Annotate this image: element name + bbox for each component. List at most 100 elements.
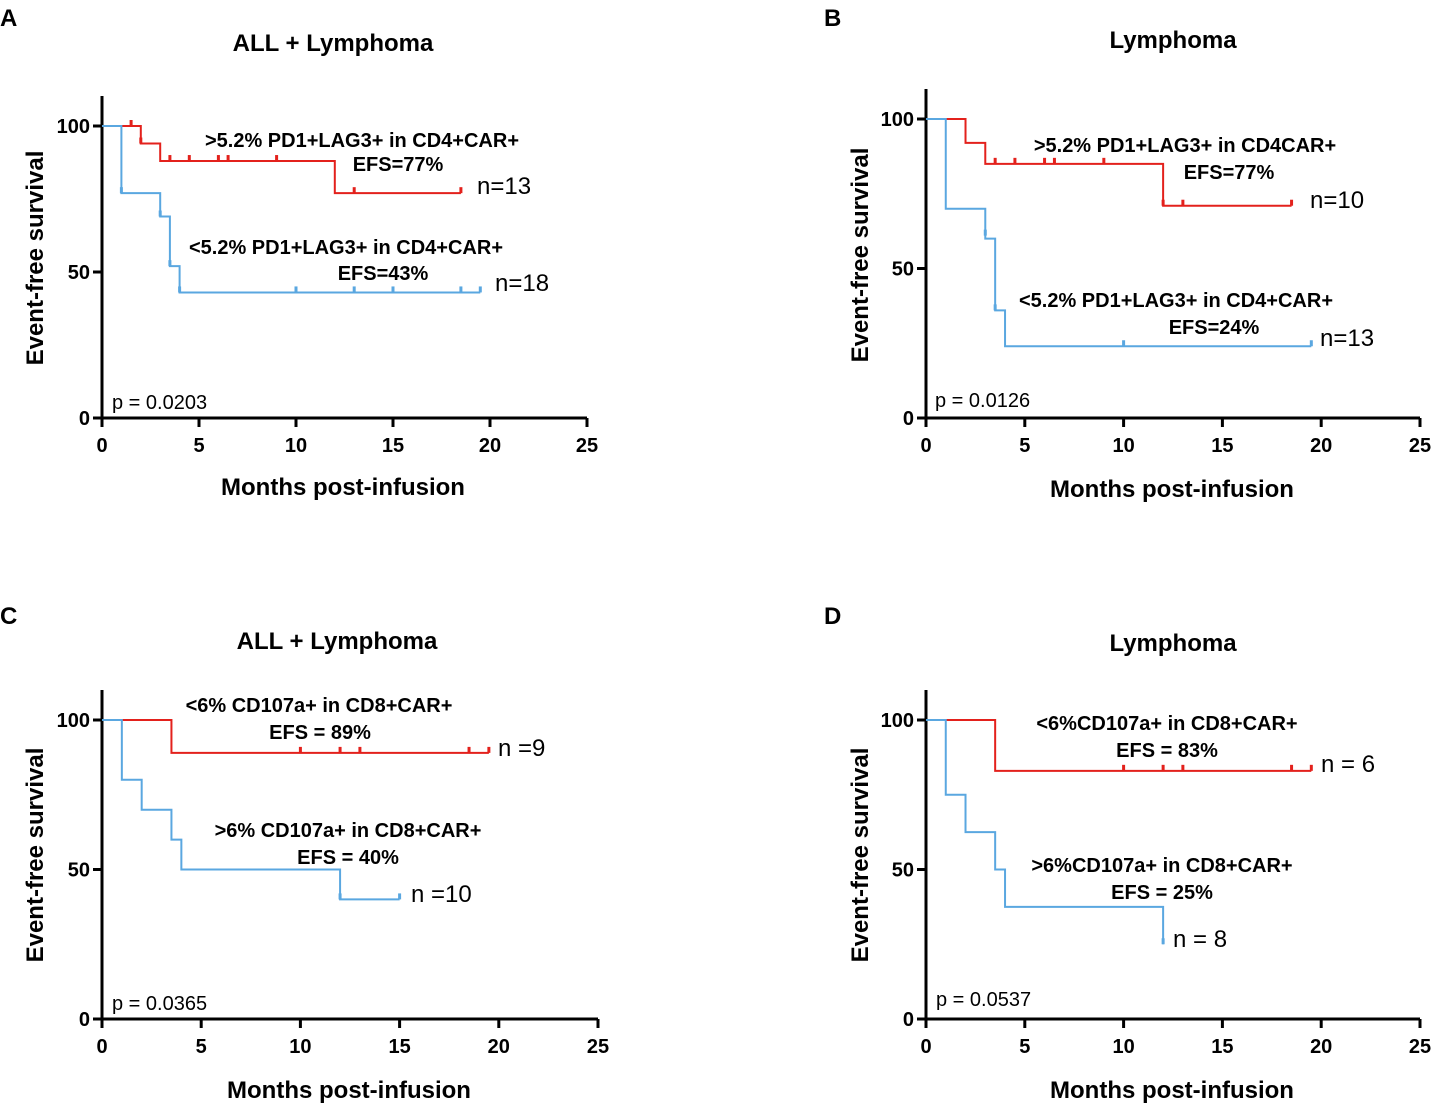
panel-d-blue-n-label: n = 8 (1173, 926, 1227, 953)
panel-c-y-tick-label-2: 100 (57, 710, 90, 732)
panel-b-x-tick-label-3: 15 (1211, 435, 1233, 457)
panel-c-y-tick-label-1: 50 (68, 860, 90, 882)
panel-d-red-n-label: n = 6 (1321, 751, 1375, 778)
panel-a-y-tick-label-1: 50 (68, 262, 90, 284)
panel-b-plot (926, 118, 1313, 348)
panel-b-blue-survival-curve (926, 118, 1312, 348)
panel-a-y-tick-label-0: 0 (79, 408, 90, 430)
panel-b-blue-n-label: n=13 (1320, 325, 1374, 352)
panel-c-x-tick-label-5: 25 (587, 1036, 609, 1058)
panel-c-x-tick-label-2: 10 (289, 1036, 311, 1058)
panel-b-p-value: p = 0.0126 (935, 390, 1030, 412)
panel-d-blue-series-label: >6%CD107a+ in CD8+CAR+ (1031, 855, 1292, 877)
panel-a-axes: 0 5 10 15 20 25 0 50 100 (57, 96, 598, 457)
panel-a-x-axis-label: Months post-infusion (221, 474, 465, 501)
panel-a-red-n-label: n=13 (477, 173, 531, 200)
panel-a-red-survival-curve (102, 125, 461, 195)
panel-a-plot (102, 120, 482, 294)
panel-b-red-series-label: >5.2% PD1+LAG3+ in CD4CAR+ (1034, 135, 1336, 157)
panel-a-title: ALL + Lymphoma (233, 30, 434, 57)
panel-c-x-tick-label-4: 20 (488, 1036, 510, 1058)
panel-d-x-tick-label-1: 5 (1019, 1036, 1030, 1058)
panel-d-plot (926, 719, 1313, 945)
panel-a-x-tick-label-1: 5 (193, 435, 204, 457)
panel-a-p-value: p = 0.0203 (112, 392, 207, 414)
panel-d-axes: 0 5 10 15 20 25 0 50 100 (881, 690, 1431, 1058)
panel-b: B Lymphoma Event-free survival Months po… (824, 5, 1431, 503)
panel-b-y-tick-label-2: 100 (881, 109, 914, 131)
panel-b-letter: B (824, 5, 841, 32)
panel-a-y-axis-label: Event-free survival (22, 151, 49, 366)
panel-a-red-efs-label: EFS=77% (353, 154, 444, 176)
panel-d-x-tick-label-5: 25 (1409, 1036, 1431, 1058)
panel-c-p-value: p = 0.0365 (112, 993, 207, 1015)
panel-c-red-n-label: n =9 (498, 735, 545, 762)
panel-a-blue-n-label: n=18 (495, 270, 549, 297)
panel-c-blue-series-label: >6% CD107a+ in CD8+CAR+ (215, 820, 482, 842)
panel-a-blue-survival-curve (102, 125, 481, 294)
panel-c: C ALL + Lymphoma Event-free survival Mon… (0, 603, 609, 1104)
panel-b-red-survival-curve (926, 118, 1292, 207)
panel-d: D Lymphoma Event-free survival Months po… (824, 603, 1431, 1104)
panel-b-x-tick-label-5: 25 (1409, 435, 1431, 457)
panel-c-x-tick-label-1: 5 (196, 1036, 207, 1058)
panel-c-plot (102, 719, 491, 901)
panel-c-p-number: 0.0365 (146, 993, 207, 1015)
panel-a-x-tick-label-2: 10 (285, 435, 307, 457)
panel-d-letter: D (824, 603, 841, 630)
panel-c-x-axis-label: Months post-infusion (227, 1077, 471, 1104)
panel-c-y-axis-label: Event-free survival (22, 748, 49, 963)
panel-b-x-tick-label-0: 0 (920, 435, 931, 457)
panel-b-p-number: 0.0126 (969, 390, 1030, 412)
panel-a-blue-efs-label: EFS=43% (338, 263, 429, 285)
panel-d-p-prefix: p = (936, 989, 970, 1011)
panel-b-y-tick-label-1: 50 (892, 259, 914, 281)
panel-d-x-tick-label-3: 15 (1211, 1036, 1233, 1058)
panel-c-p-prefix: p = (112, 993, 146, 1015)
panel-d-x-tick-label-2: 10 (1112, 1036, 1134, 1058)
panel-a-red-series-label: >5.2% PD1+LAG3+ in CD4+CAR+ (205, 130, 519, 152)
panel-c-blue-efs-label: EFS = 40% (297, 847, 399, 869)
panel-b-red-n-label: n=10 (1310, 187, 1364, 214)
panel-b-x-tick-label-1: 5 (1019, 435, 1030, 457)
panel-b-blue-efs-label: EFS=24% (1169, 317, 1260, 339)
panel-b-axes: 0 5 10 15 20 25 0 50 100 (881, 89, 1431, 457)
panel-d-red-series-label: <6%CD107a+ in CD8+CAR+ (1036, 713, 1297, 735)
panel-a-blue-series-label: <5.2% PD1+LAG3+ in CD4+CAR+ (189, 237, 503, 259)
panel-d-blue-survival-curve (926, 719, 1165, 945)
panel-c-red-efs-label: EFS = 89% (269, 722, 371, 744)
panel-b-blue-series-label: <5.2% PD1+LAG3+ in CD4+CAR+ (1019, 290, 1333, 312)
panel-b-p-prefix: p = (935, 390, 969, 412)
panel-a: A ALL + Lymphoma Event-free survival Mon… (0, 5, 598, 501)
panel-c-red-survival-curve (102, 719, 489, 754)
panel-c-title: ALL + Lymphoma (237, 628, 438, 655)
panel-d-y-tick-label-2: 100 (881, 710, 914, 732)
panel-c-blue-n-label: n =10 (411, 881, 472, 908)
panel-d-red-efs-label: EFS = 83% (1116, 740, 1218, 762)
panel-a-x-tick-label-5: 25 (576, 435, 598, 457)
panel-c-y-tick-label-0: 0 (79, 1009, 90, 1031)
panel-d-y-tick-label-1: 50 (892, 860, 914, 882)
panel-d-title: Lymphoma (1109, 630, 1237, 657)
panel-a-p-number: 0.0203 (146, 392, 207, 414)
panel-b-x-tick-label-2: 10 (1112, 435, 1134, 457)
panel-d-x-tick-label-4: 20 (1310, 1036, 1332, 1058)
panel-a-x-tick-label-3: 15 (382, 435, 404, 457)
panel-c-blue-survival-curve (102, 719, 400, 901)
panel-d-x-tick-label-0: 0 (920, 1036, 931, 1058)
panel-a-y-tick-label-2: 100 (57, 116, 90, 138)
panel-b-title: Lymphoma (1109, 27, 1237, 54)
panel-b-x-axis-label: Months post-infusion (1050, 476, 1294, 503)
panel-d-p-value: p = 0.0537 (936, 989, 1031, 1011)
panel-b-y-tick-label-0: 0 (903, 408, 914, 430)
panel-d-p-number: 0.0537 (970, 989, 1031, 1011)
panel-d-red-survival-curve (926, 719, 1312, 772)
panel-a-x-tick-label-0: 0 (96, 435, 107, 457)
panel-a-p-prefix: p = (112, 392, 146, 414)
panel-a-x-tick-label-4: 20 (479, 435, 501, 457)
panel-d-y-tick-label-0: 0 (903, 1009, 914, 1031)
panel-b-x-tick-label-4: 20 (1310, 435, 1332, 457)
panel-d-blue-efs-label: EFS = 25% (1111, 882, 1213, 904)
panel-b-red-efs-label: EFS=77% (1184, 162, 1275, 184)
